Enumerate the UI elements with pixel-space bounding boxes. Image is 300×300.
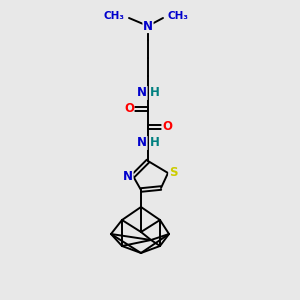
Text: O: O	[162, 121, 172, 134]
Text: S: S	[169, 167, 177, 179]
Text: N: N	[137, 86, 147, 100]
Text: N: N	[143, 20, 153, 32]
Text: N: N	[137, 136, 147, 149]
Text: CH₃: CH₃	[104, 11, 125, 21]
Text: H: H	[150, 136, 160, 149]
Text: N: N	[123, 169, 133, 182]
Text: O: O	[124, 103, 134, 116]
Text: H: H	[150, 86, 160, 100]
Text: CH₃: CH₃	[167, 11, 188, 21]
